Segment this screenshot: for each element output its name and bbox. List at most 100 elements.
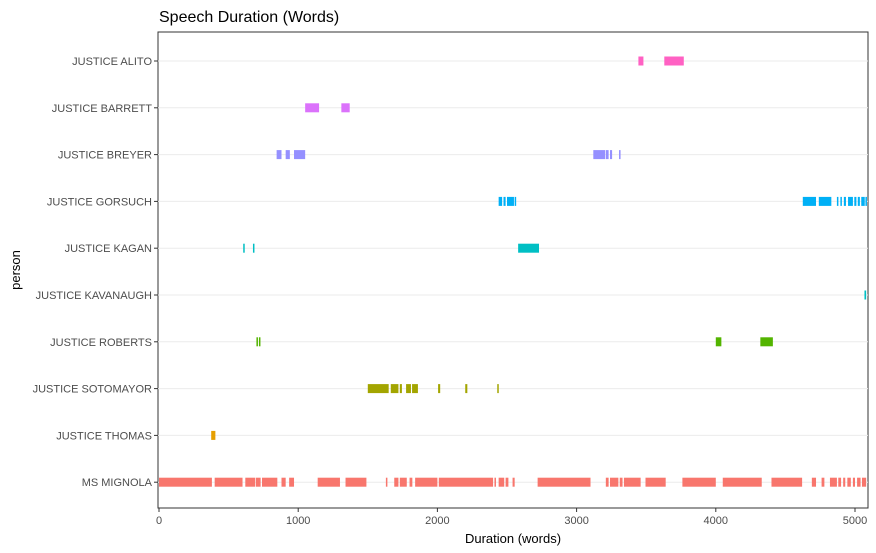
speech-segment bbox=[843, 477, 846, 487]
speech-segment bbox=[843, 196, 846, 206]
speech-segment bbox=[214, 477, 243, 487]
y-axis-title: person bbox=[8, 250, 23, 290]
speech-segment bbox=[623, 477, 641, 487]
y-tick-label: JUSTICE THOMAS bbox=[56, 430, 152, 442]
speech-segment bbox=[829, 477, 837, 487]
speech-segment bbox=[848, 196, 853, 206]
speech-segment bbox=[838, 477, 842, 487]
speech-segment bbox=[854, 196, 857, 206]
speech-segment bbox=[610, 477, 619, 487]
speech-segment bbox=[385, 477, 388, 487]
y-tick-label: JUSTICE BREYER bbox=[58, 150, 152, 162]
y-tick-label: JUSTICE ROBERTS bbox=[50, 337, 152, 349]
x-tick-label: 5000 bbox=[843, 515, 867, 527]
speech-segment bbox=[605, 150, 609, 160]
speech-segment bbox=[619, 477, 623, 487]
speech-segment bbox=[211, 430, 216, 440]
speech-segment bbox=[256, 337, 258, 347]
speech-segment bbox=[840, 196, 842, 206]
y-tick-label: MS MIGNOLA bbox=[82, 477, 153, 489]
speech-segment bbox=[465, 384, 468, 394]
speech-segment bbox=[821, 477, 825, 487]
speech-segment bbox=[864, 290, 867, 300]
speech-segment bbox=[367, 384, 389, 394]
speech-segment bbox=[664, 56, 684, 66]
x-axis-title: Duration (words) bbox=[465, 531, 561, 546]
speech-segment bbox=[619, 150, 621, 160]
y-tick-label: JUSTICE GORSUCH bbox=[47, 196, 152, 208]
x-tick-label: 3000 bbox=[564, 515, 588, 527]
speech-segment bbox=[857, 196, 860, 206]
plot-panel bbox=[157, 31, 869, 509]
speech-segment bbox=[503, 196, 506, 206]
speech-segment bbox=[518, 243, 540, 253]
y-tick-label: JUSTICE KAGAN bbox=[65, 243, 152, 255]
speech-segment bbox=[715, 337, 722, 347]
speech-segment bbox=[159, 477, 212, 487]
speech-segment bbox=[390, 384, 399, 394]
y-tick-label: JUSTICE ALITO bbox=[72, 56, 152, 68]
speech-segment bbox=[865, 196, 867, 206]
x-tick-label: 0 bbox=[156, 515, 162, 527]
speech-segment bbox=[593, 150, 606, 160]
speech-segment bbox=[345, 477, 367, 487]
speech-segment bbox=[847, 477, 851, 487]
chart-title: Speech Duration (Words) bbox=[159, 9, 339, 26]
speech-segment bbox=[811, 477, 817, 487]
speech-segment bbox=[317, 477, 340, 487]
speech-segment bbox=[771, 477, 803, 487]
speech-segment bbox=[760, 337, 773, 347]
speech-segment bbox=[412, 384, 418, 394]
speech-segment bbox=[498, 196, 503, 206]
speech-segment bbox=[399, 477, 407, 487]
speech-segment bbox=[722, 477, 762, 487]
speech-segment bbox=[341, 103, 350, 113]
speech-segment bbox=[243, 243, 245, 253]
speech-segment bbox=[512, 477, 515, 487]
speech-segment bbox=[802, 196, 817, 206]
speech-segment bbox=[836, 196, 839, 206]
speech-segment bbox=[415, 477, 438, 487]
speech-segment bbox=[852, 477, 855, 487]
speech-segment bbox=[605, 477, 609, 487]
speech-segment bbox=[289, 477, 295, 487]
x-tick-label: 4000 bbox=[704, 515, 728, 527]
speech-segment bbox=[399, 384, 402, 394]
speech-segment bbox=[818, 196, 832, 206]
y-tick-label: JUSTICE KAVANAUGH bbox=[36, 290, 152, 302]
x-tick-label: 1000 bbox=[286, 515, 310, 527]
speech-segment bbox=[255, 477, 261, 487]
speech-segment bbox=[610, 150, 613, 160]
speech-segment bbox=[305, 103, 320, 113]
x-tick-label: 2000 bbox=[425, 515, 449, 527]
speech-segment bbox=[507, 196, 514, 206]
speech-segment bbox=[514, 196, 517, 206]
speech-segment bbox=[861, 477, 867, 487]
speech-segment bbox=[861, 196, 865, 206]
speech-segment bbox=[262, 477, 278, 487]
speech-segment bbox=[409, 477, 413, 487]
speech-segment bbox=[276, 150, 282, 160]
speech-segments bbox=[159, 56, 867, 487]
y-tick-label: JUSTICE SOTOMAYOR bbox=[33, 384, 152, 396]
speech-segment bbox=[245, 477, 256, 487]
speech-segment bbox=[406, 384, 411, 394]
speech-segment bbox=[438, 384, 441, 394]
speech-segment bbox=[258, 337, 261, 347]
y-axis: JUSTICE ALITO JUSTICE BARRETT JUSTICE BREY… bbox=[33, 56, 158, 489]
x-axis: 0 1000 2000 3000 4000 5000 bbox=[156, 508, 867, 527]
speech-segment bbox=[294, 150, 306, 160]
speech-segment bbox=[394, 477, 399, 487]
speech-segment bbox=[494, 477, 496, 487]
speech-segment bbox=[537, 477, 591, 487]
speech-segment bbox=[281, 477, 286, 487]
speech-segment bbox=[682, 477, 716, 487]
speech-segment bbox=[498, 477, 505, 487]
speech-segment bbox=[285, 150, 290, 160]
speech-segment bbox=[645, 477, 666, 487]
speech-segment bbox=[438, 477, 494, 487]
speech-segment bbox=[505, 477, 509, 487]
speech-segment bbox=[857, 477, 861, 487]
speech-segment bbox=[252, 243, 255, 253]
